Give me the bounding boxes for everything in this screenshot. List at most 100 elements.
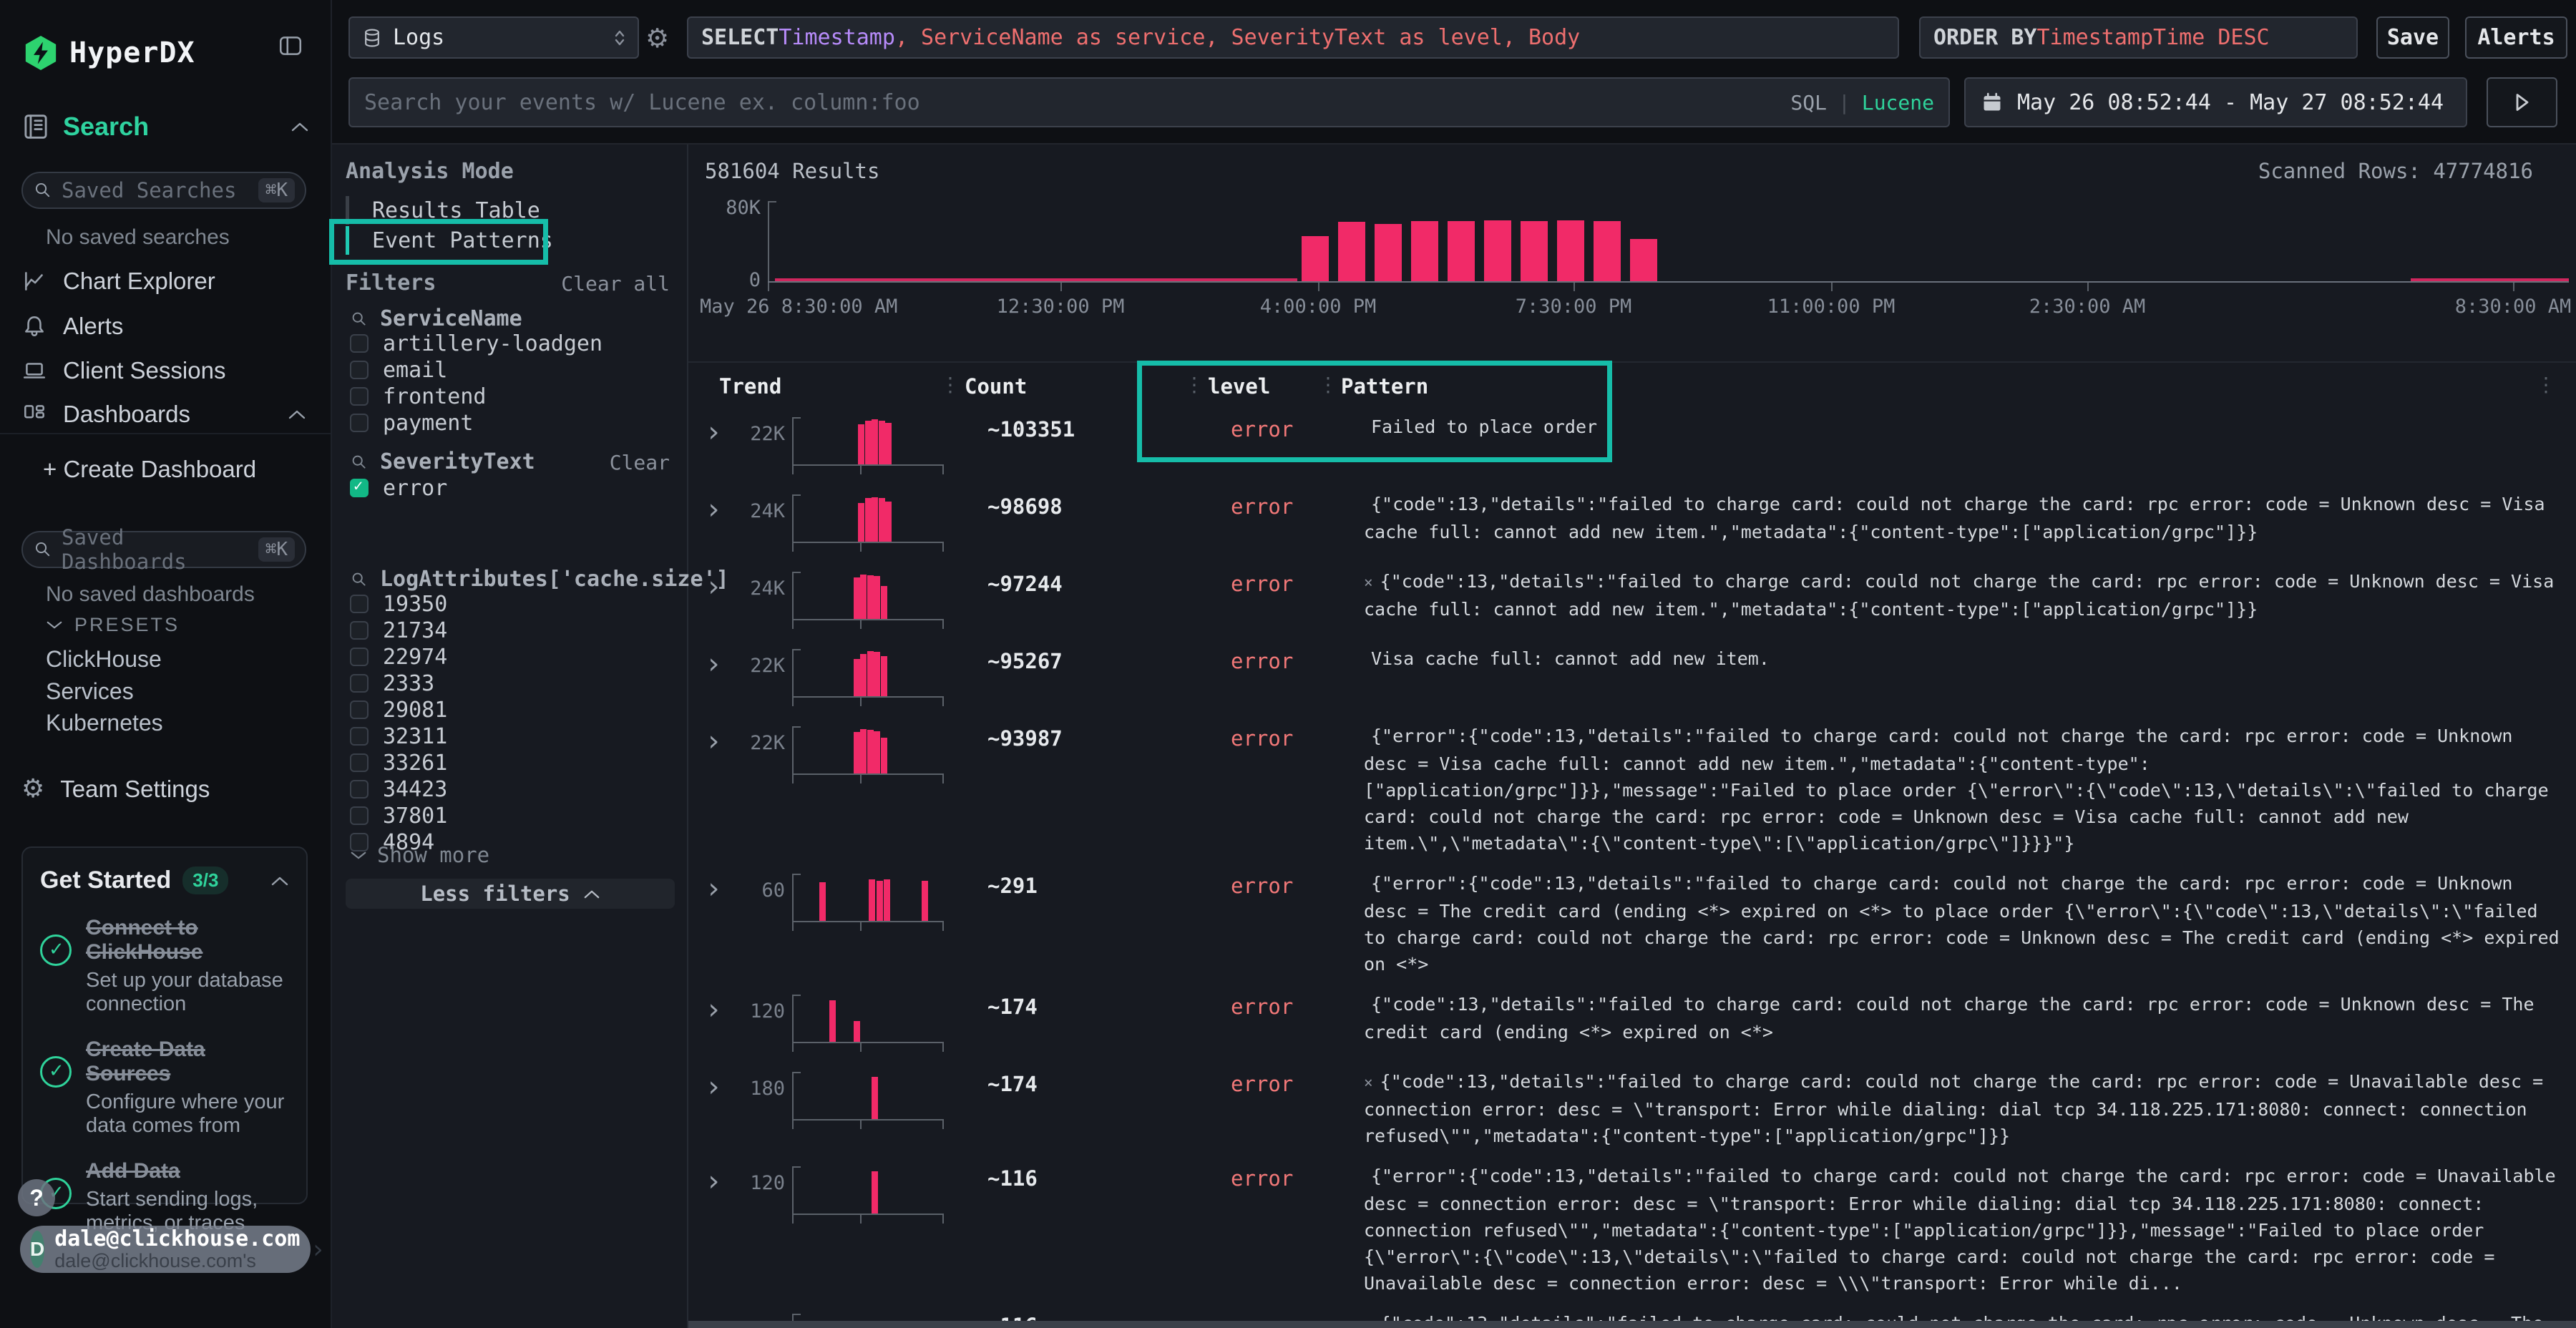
column-header-count[interactable]: Count: [965, 374, 1027, 399]
pattern-text[interactable]: Failed to place order: [1364, 411, 2576, 441]
pattern-text[interactable]: {"error":{"code":13,"details":"failed to…: [1364, 721, 2576, 856]
row-expand-chevron[interactable]: ›: [705, 411, 733, 443]
filter-option[interactable]: artillery-loadgen: [350, 331, 602, 356]
checkbox[interactable]: [350, 387, 369, 406]
table-row[interactable]: › 22K ~103351 error Failed to place orde…: [688, 406, 2576, 483]
sidebar-collapse-icon[interactable]: [278, 33, 303, 59]
pattern-text[interactable]: Visa cache full: cannot add new item.: [1364, 643, 2576, 673]
row-expand-chevron[interactable]: ›: [705, 489, 733, 520]
mode-results-table[interactable]: Results Table: [346, 195, 660, 226]
search-icon[interactable]: [350, 453, 369, 472]
row-expand-chevron[interactable]: ›: [705, 868, 733, 899]
horizontal-scrollbar[interactable]: [688, 1321, 2576, 1328]
sidebar-item-search[interactable]: Search: [21, 112, 309, 142]
pattern-text[interactable]: ×{"code":13,"details":"failed to charge …: [1364, 1066, 2576, 1149]
date-range-picker[interactable]: May 26 08:52:44 - May 27 08:52:44: [1964, 77, 2467, 127]
sidebar-item-kubernetes[interactable]: Kubernetes: [46, 710, 163, 736]
show-more-link[interactable]: Show more: [350, 843, 489, 867]
checkbox[interactable]: [350, 648, 369, 666]
column-header-pattern[interactable]: Pattern: [1341, 374, 1428, 399]
row-expand-chevron[interactable]: ›: [705, 643, 733, 675]
clear-all-link[interactable]: Clear all: [561, 272, 670, 296]
checkbox[interactable]: [350, 780, 369, 799]
pattern-text[interactable]: {"error":{"code":13,"details":"failed to…: [1364, 1161, 2576, 1297]
filter-option[interactable]: payment: [350, 410, 602, 436]
filter-option[interactable]: frontend: [350, 384, 602, 409]
source-settings-gear-icon[interactable]: ⚙: [645, 23, 669, 54]
order-by-input[interactable]: ORDER BY TimestampTime DESC: [1919, 16, 2358, 59]
checkbox[interactable]: [350, 674, 369, 693]
get-started-step[interactable]: Create Data Sources Configure where your…: [40, 1038, 289, 1138]
run-query-button[interactable]: [2487, 77, 2557, 127]
column-header-level[interactable]: level: [1208, 374, 1270, 399]
filter-option[interactable]: 19350: [350, 591, 447, 617]
query-language-toggle[interactable]: SQL | Lucene: [1790, 91, 1934, 114]
chevron-up-icon[interactable]: [270, 875, 289, 887]
sidebar-item-chart-explorer[interactable]: Chart Explorer: [0, 260, 331, 302]
checkbox[interactable]: [350, 700, 369, 719]
row-expand-chevron[interactable]: ›: [705, 721, 733, 752]
filter-option[interactable]: 33261: [350, 750, 447, 776]
results-histogram[interactable]: 80K 0 May 26 8:30:00 AM12:30:00 PM4:00:0…: [768, 204, 2569, 283]
user-menu[interactable]: D dale@clickhouse.com dale@clickhouse.co…: [20, 1226, 311, 1273]
chevron-up-icon[interactable]: [288, 409, 306, 420]
checkbox[interactable]: [350, 595, 369, 613]
saved-dashboards-input[interactable]: Saved Dashboards ⌘K: [21, 531, 306, 568]
save-button[interactable]: Save: [2376, 16, 2449, 59]
table-row[interactable]: › 22K ~93987 error {"error":{"code":13,"…: [688, 715, 2576, 862]
table-row[interactable]: › 24K ~97244 error ×{"code":13,"details"…: [688, 560, 2576, 638]
column-menu-icon[interactable]: ⋮: [2536, 373, 2556, 396]
select-clause-input[interactable]: SELECT Timestamp , ServiceName as servic…: [687, 16, 1899, 59]
sidebar-item-team-settings[interactable]: ⚙ Team Settings: [21, 774, 210, 804]
table-row[interactable]: › 22K ~95267 error Visa cache full: cann…: [688, 638, 2576, 715]
filter-option[interactable]: 37801: [350, 803, 447, 829]
row-expand-chevron[interactable]: ›: [705, 989, 733, 1020]
less-filters-button[interactable]: Less filters: [346, 879, 675, 909]
pattern-text[interactable]: ×{"code":13,"details":"failed to charge …: [1364, 566, 2576, 622]
saved-searches-input[interactable]: Saved Searches ⌘K: [21, 172, 306, 209]
search-icon[interactable]: [350, 570, 369, 589]
checkbox[interactable]: [350, 334, 369, 353]
filter-option[interactable]: 29081: [350, 697, 447, 723]
clear-severity-link[interactable]: Clear: [610, 451, 670, 474]
search-icon[interactable]: [350, 310, 369, 328]
table-row[interactable]: › 120 ~116 error {"error":{"code":13,"de…: [688, 1155, 2576, 1302]
checkbox[interactable]: [350, 479, 369, 497]
filter-option[interactable]: 32311: [350, 723, 447, 749]
filter-option[interactable]: 21734: [350, 617, 447, 643]
checkbox[interactable]: [350, 806, 369, 825]
checkbox[interactable]: [350, 361, 369, 379]
filter-option[interactable]: 2333: [350, 670, 447, 696]
pattern-text[interactable]: {"code":13,"details":"failed to charge c…: [1364, 489, 2576, 545]
column-menu-icon[interactable]: ⋮: [940, 373, 960, 396]
brand[interactable]: HyperDX: [24, 34, 195, 72]
checkbox[interactable]: [350, 753, 369, 772]
get-started-step[interactable]: Add Data Start sending logs, metrics, or…: [40, 1159, 289, 1235]
table-row[interactable]: › 24K ~98698 error {"code":13,"details":…: [688, 483, 2576, 560]
checkbox[interactable]: [350, 621, 369, 640]
row-expand-chevron[interactable]: ›: [705, 566, 733, 597]
alerts-button[interactable]: Alerts: [2465, 16, 2567, 59]
filter-option[interactable]: email: [350, 357, 602, 383]
table-row[interactable]: › 60 ~291 error {"error":{"code":13,"det…: [688, 862, 2576, 983]
event-search-input[interactable]: Search your events w/ Lucene ex. column:…: [348, 77, 1950, 127]
filter-option[interactable]: error: [350, 475, 447, 501]
sidebar-item-services[interactable]: Services: [46, 678, 134, 705]
get-started-step[interactable]: Connect to ClickHouse Set up your databa…: [40, 916, 289, 1016]
checkbox[interactable]: [350, 414, 369, 432]
checkbox[interactable]: [350, 727, 369, 746]
lucene-toggle[interactable]: Lucene: [1862, 91, 1934, 114]
filter-option[interactable]: 22974: [350, 644, 447, 670]
create-dashboard-button[interactable]: + Create Dashboard: [43, 455, 256, 484]
sidebar-item-clickhouse[interactable]: ClickHouse: [46, 646, 162, 673]
column-menu-icon[interactable]: ⋮: [1318, 373, 1338, 396]
table-row[interactable]: › 180 ~174 error ×{"code":13,"details":"…: [688, 1060, 2576, 1155]
column-menu-icon[interactable]: ⋮: [1184, 373, 1204, 396]
mode-event-patterns[interactable]: Event Patterns: [346, 225, 660, 256]
row-expand-chevron[interactable]: ›: [705, 1066, 733, 1098]
filter-option[interactable]: 34423: [350, 776, 447, 802]
sidebar-item-client-sessions[interactable]: Client Sessions: [0, 350, 331, 391]
pattern-text[interactable]: {"code":13,"details":"failed to charge c…: [1364, 989, 2576, 1045]
help-button[interactable]: ?: [18, 1179, 55, 1216]
presets-toggle[interactable]: PRESETS: [46, 614, 180, 636]
